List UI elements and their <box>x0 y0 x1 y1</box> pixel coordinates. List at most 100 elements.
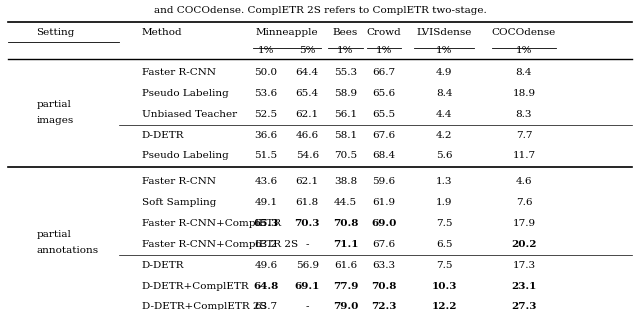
Text: 70.5: 70.5 <box>334 152 357 161</box>
Text: 38.8: 38.8 <box>334 177 357 186</box>
Text: 62.1: 62.1 <box>296 110 319 119</box>
Text: Pseudo Labeling: Pseudo Labeling <box>141 152 228 161</box>
Text: partial: partial <box>36 100 71 109</box>
Text: 65.6: 65.6 <box>372 89 396 98</box>
Text: 1%: 1% <box>516 46 532 55</box>
Text: 5%: 5% <box>299 46 316 55</box>
Text: 63.7: 63.7 <box>254 303 277 310</box>
Text: 4.4: 4.4 <box>436 110 452 119</box>
Text: 52.5: 52.5 <box>254 110 277 119</box>
Text: 51.5: 51.5 <box>254 152 277 161</box>
Text: 68.4: 68.4 <box>372 152 396 161</box>
Text: 70.8: 70.8 <box>333 219 358 228</box>
Text: -: - <box>305 303 309 310</box>
Text: Setting: Setting <box>36 28 75 37</box>
Text: 79.0: 79.0 <box>333 303 358 310</box>
Text: 58.9: 58.9 <box>334 89 357 98</box>
Text: 7.5: 7.5 <box>436 261 452 270</box>
Text: 62.1: 62.1 <box>296 177 319 186</box>
Text: 64.4: 64.4 <box>296 68 319 77</box>
Text: 17.3: 17.3 <box>513 261 536 270</box>
Text: 4.9: 4.9 <box>436 68 452 77</box>
Text: Faster R-CNN+ComplETR: Faster R-CNN+ComplETR <box>141 219 281 228</box>
Text: 70.8: 70.8 <box>371 281 396 290</box>
Text: 18.9: 18.9 <box>513 89 536 98</box>
Text: 8.4: 8.4 <box>436 89 452 98</box>
Text: Faster R-CNN: Faster R-CNN <box>141 177 216 186</box>
Text: Faster R-CNN+ComplETR 2S: Faster R-CNN+ComplETR 2S <box>141 240 298 249</box>
Text: 56.9: 56.9 <box>296 261 319 270</box>
Text: 8.3: 8.3 <box>516 110 532 119</box>
Text: 58.1: 58.1 <box>334 131 357 140</box>
Text: 46.6: 46.6 <box>296 131 319 140</box>
Text: 44.5: 44.5 <box>334 198 357 207</box>
Text: D-DETR+ComplETR 2S: D-DETR+ComplETR 2S <box>141 303 266 310</box>
Text: 77.9: 77.9 <box>333 281 358 290</box>
Text: 63.2: 63.2 <box>254 240 277 249</box>
Text: Bees: Bees <box>333 28 358 37</box>
Text: 20.2: 20.2 <box>511 240 537 249</box>
Text: annotations: annotations <box>36 246 99 255</box>
Text: 6.5: 6.5 <box>436 240 452 249</box>
Text: 50.0: 50.0 <box>254 68 277 77</box>
Text: 72.3: 72.3 <box>371 303 396 310</box>
Text: 7.5: 7.5 <box>436 219 452 228</box>
Text: Unbiased Teacher: Unbiased Teacher <box>141 110 237 119</box>
Text: Soft Sampling: Soft Sampling <box>141 198 216 207</box>
Text: 65.3: 65.3 <box>253 219 278 228</box>
Text: 54.6: 54.6 <box>296 152 319 161</box>
Text: 12.2: 12.2 <box>431 303 457 310</box>
Text: Pseudo Labeling: Pseudo Labeling <box>141 89 228 98</box>
Text: 61.9: 61.9 <box>372 198 396 207</box>
Text: 61.8: 61.8 <box>296 198 319 207</box>
Text: 1%: 1% <box>436 46 452 55</box>
Text: 61.6: 61.6 <box>334 261 357 270</box>
Text: 64.8: 64.8 <box>253 281 278 290</box>
Text: 53.6: 53.6 <box>254 89 277 98</box>
Text: 1.3: 1.3 <box>436 177 452 186</box>
Text: 7.6: 7.6 <box>516 198 532 207</box>
Text: 7.7: 7.7 <box>516 131 532 140</box>
Text: Method: Method <box>141 28 182 37</box>
Text: 69.0: 69.0 <box>371 219 396 228</box>
Text: D-DETR: D-DETR <box>141 261 184 270</box>
Text: D-DETR+ComplETR: D-DETR+ComplETR <box>141 281 249 290</box>
Text: Minneapple: Minneapple <box>255 28 318 37</box>
Text: Crowd: Crowd <box>366 28 401 37</box>
Text: 5.6: 5.6 <box>436 152 452 161</box>
Text: 49.1: 49.1 <box>254 198 277 207</box>
Text: COCOdense: COCOdense <box>492 28 556 37</box>
Text: 11.7: 11.7 <box>513 152 536 161</box>
Text: 36.6: 36.6 <box>254 131 277 140</box>
Text: 27.3: 27.3 <box>511 303 536 310</box>
Text: 1.9: 1.9 <box>436 198 452 207</box>
Text: partial: partial <box>36 230 71 239</box>
Text: D-DETR: D-DETR <box>141 131 184 140</box>
Text: 71.1: 71.1 <box>333 240 358 249</box>
Text: 65.4: 65.4 <box>296 89 319 98</box>
Text: -: - <box>305 240 309 249</box>
Text: 67.6: 67.6 <box>372 131 396 140</box>
Text: 49.6: 49.6 <box>254 261 277 270</box>
Text: 8.4: 8.4 <box>516 68 532 77</box>
Text: and COCOdense. ComplETR 2S refers to ComplETR two-stage.: and COCOdense. ComplETR 2S refers to Com… <box>154 6 486 15</box>
Text: 1%: 1% <box>257 46 274 55</box>
Text: 59.6: 59.6 <box>372 177 396 186</box>
Text: 1%: 1% <box>376 46 392 55</box>
Text: 67.6: 67.6 <box>372 240 396 249</box>
Text: 1%: 1% <box>337 46 354 55</box>
Text: 17.9: 17.9 <box>513 219 536 228</box>
Text: 70.3: 70.3 <box>294 219 320 228</box>
Text: 65.5: 65.5 <box>372 110 396 119</box>
Text: 10.3: 10.3 <box>431 281 457 290</box>
Text: 55.3: 55.3 <box>334 68 357 77</box>
Text: 23.1: 23.1 <box>511 281 536 290</box>
Text: 4.6: 4.6 <box>516 177 532 186</box>
Text: LVISdense: LVISdense <box>417 28 472 37</box>
Text: Faster R-CNN: Faster R-CNN <box>141 68 216 77</box>
Text: 4.2: 4.2 <box>436 131 452 140</box>
Text: 69.1: 69.1 <box>294 281 320 290</box>
Text: 66.7: 66.7 <box>372 68 396 77</box>
Text: images: images <box>36 116 74 125</box>
Text: 63.3: 63.3 <box>372 261 396 270</box>
